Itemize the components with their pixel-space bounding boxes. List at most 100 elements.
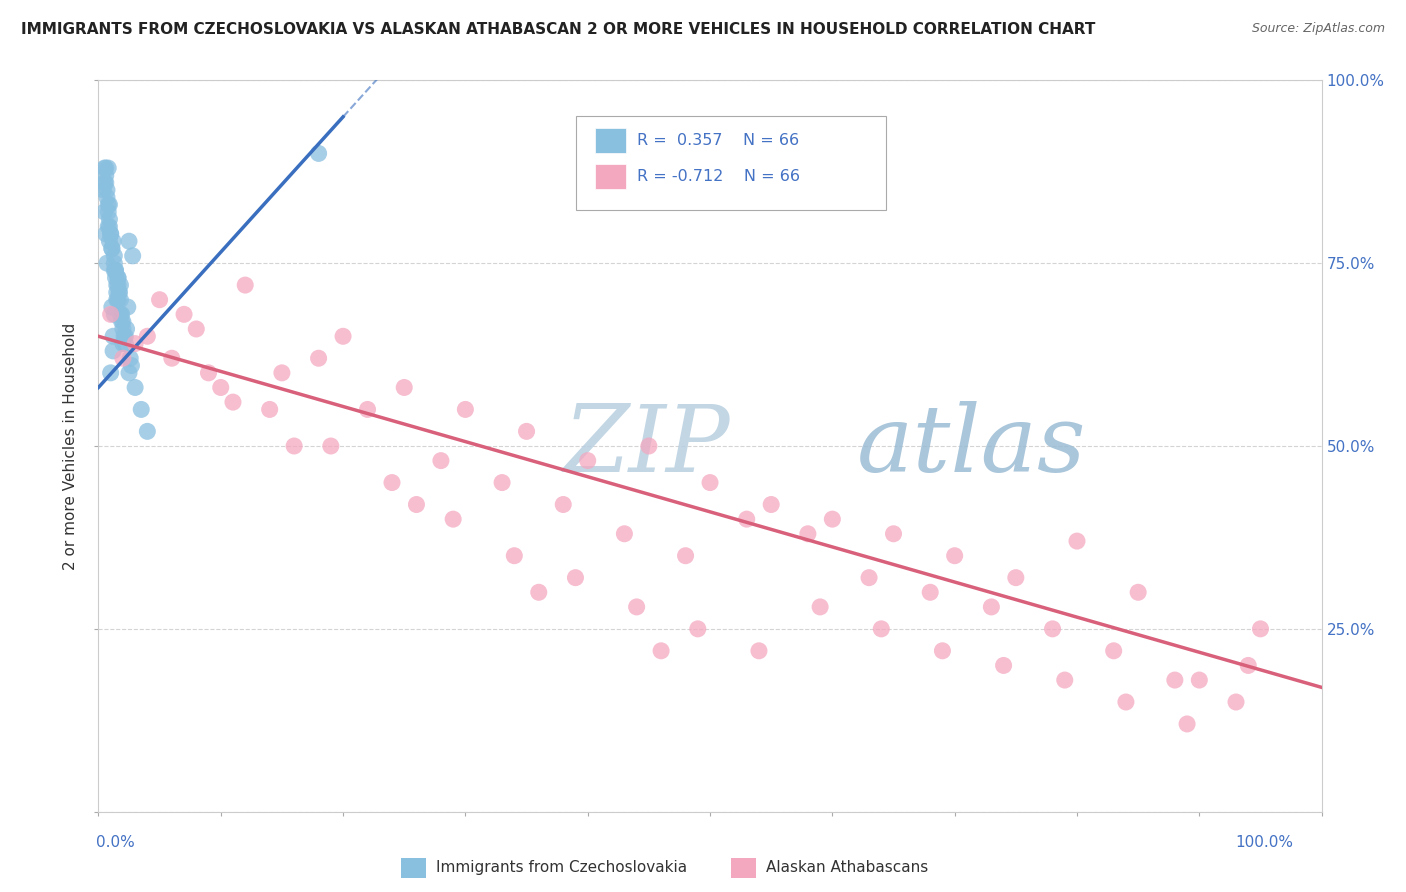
- Point: [613, 526, 636, 541]
- Point: [821, 512, 844, 526]
- Point: [111, 336, 134, 351]
- Point: [1102, 644, 1125, 658]
- Point: [100, 307, 122, 321]
- Point: [108, 285, 131, 300]
- Point: [136, 425, 159, 439]
- Point: [1188, 673, 1211, 687]
- Point: [107, 270, 129, 285]
- Point: [454, 402, 477, 417]
- Y-axis label: 2 or more Vehicles in Household: 2 or more Vehicles in Household: [63, 322, 79, 570]
- Point: [103, 307, 125, 321]
- Point: [124, 336, 146, 351]
- Point: [111, 322, 134, 336]
- Point: [136, 329, 159, 343]
- Point: [104, 270, 127, 285]
- Point: [98, 197, 121, 211]
- Point: [553, 498, 575, 512]
- Point: [120, 359, 142, 373]
- Point: [381, 475, 404, 490]
- Point: [121, 249, 143, 263]
- Point: [233, 278, 256, 293]
- Point: [332, 329, 354, 343]
- Point: [103, 256, 125, 270]
- Point: [308, 351, 330, 366]
- Point: [96, 183, 118, 197]
- Point: [108, 285, 131, 300]
- Point: [94, 161, 117, 175]
- Point: [101, 343, 124, 358]
- Point: [637, 439, 661, 453]
- Point: [1175, 717, 1198, 731]
- Point: [118, 234, 141, 248]
- Point: [650, 644, 672, 658]
- Point: [124, 380, 146, 394]
- Point: [748, 644, 770, 658]
- Point: [1164, 673, 1187, 687]
- Point: [104, 263, 127, 277]
- Point: [118, 366, 141, 380]
- Point: [101, 242, 124, 256]
- Point: [97, 205, 120, 219]
- Point: [980, 599, 1002, 614]
- Point: [114, 336, 136, 351]
- Point: [392, 380, 416, 394]
- Point: [105, 278, 128, 293]
- Point: [101, 242, 124, 256]
- Point: [107, 293, 129, 307]
- Point: [96, 256, 118, 270]
- Point: [626, 599, 648, 614]
- Point: [308, 146, 330, 161]
- Point: [1066, 534, 1088, 549]
- Point: [516, 425, 538, 439]
- Point: [114, 329, 136, 343]
- Text: Source: ZipAtlas.com: Source: ZipAtlas.com: [1251, 22, 1385, 36]
- Point: [222, 395, 245, 409]
- Point: [110, 278, 132, 293]
- Point: [94, 169, 117, 183]
- Point: [1237, 658, 1260, 673]
- Point: [105, 285, 128, 300]
- Point: [1225, 695, 1247, 709]
- Text: IMMIGRANTS FROM CZECHOSLOVAKIA VS ALASKAN ATHABASCAN 2 OR MORE VEHICLES IN HOUSE: IMMIGRANTS FROM CZECHOSLOVAKIA VS ALASKA…: [21, 22, 1095, 37]
- Point: [111, 351, 134, 366]
- Point: [100, 227, 122, 241]
- Text: 100.0%: 100.0%: [1236, 836, 1294, 850]
- Point: [117, 300, 139, 314]
- Point: [993, 658, 1015, 673]
- Point: [112, 329, 135, 343]
- Point: [686, 622, 709, 636]
- Point: [405, 498, 427, 512]
- Point: [100, 227, 122, 241]
- Point: [931, 644, 953, 658]
- Point: [101, 329, 124, 343]
- Point: [1042, 622, 1064, 636]
- Point: [120, 351, 142, 366]
- Point: [98, 219, 121, 234]
- Point: [491, 475, 513, 490]
- Text: R =  0.357    N = 66: R = 0.357 N = 66: [637, 133, 799, 147]
- Point: [699, 475, 721, 490]
- Point: [1250, 622, 1272, 636]
- Point: [441, 512, 464, 526]
- Point: [97, 161, 120, 175]
- Text: Immigrants from Czechoslovakia: Immigrants from Czechoslovakia: [436, 860, 688, 874]
- Point: [870, 622, 893, 636]
- Point: [115, 322, 138, 336]
- Point: [197, 366, 219, 380]
- Point: [735, 512, 758, 526]
- Point: [103, 249, 125, 263]
- Point: [149, 293, 172, 307]
- Point: [100, 366, 122, 380]
- Point: [98, 212, 121, 227]
- Point: [93, 176, 115, 190]
- Point: [96, 190, 118, 204]
- Point: [576, 453, 599, 467]
- Point: [101, 300, 124, 314]
- Point: [111, 315, 134, 329]
- Point: [98, 234, 121, 248]
- Point: [103, 263, 125, 277]
- Point: [883, 526, 905, 541]
- Point: [1115, 695, 1137, 709]
- Point: [564, 571, 586, 585]
- Point: [104, 263, 127, 277]
